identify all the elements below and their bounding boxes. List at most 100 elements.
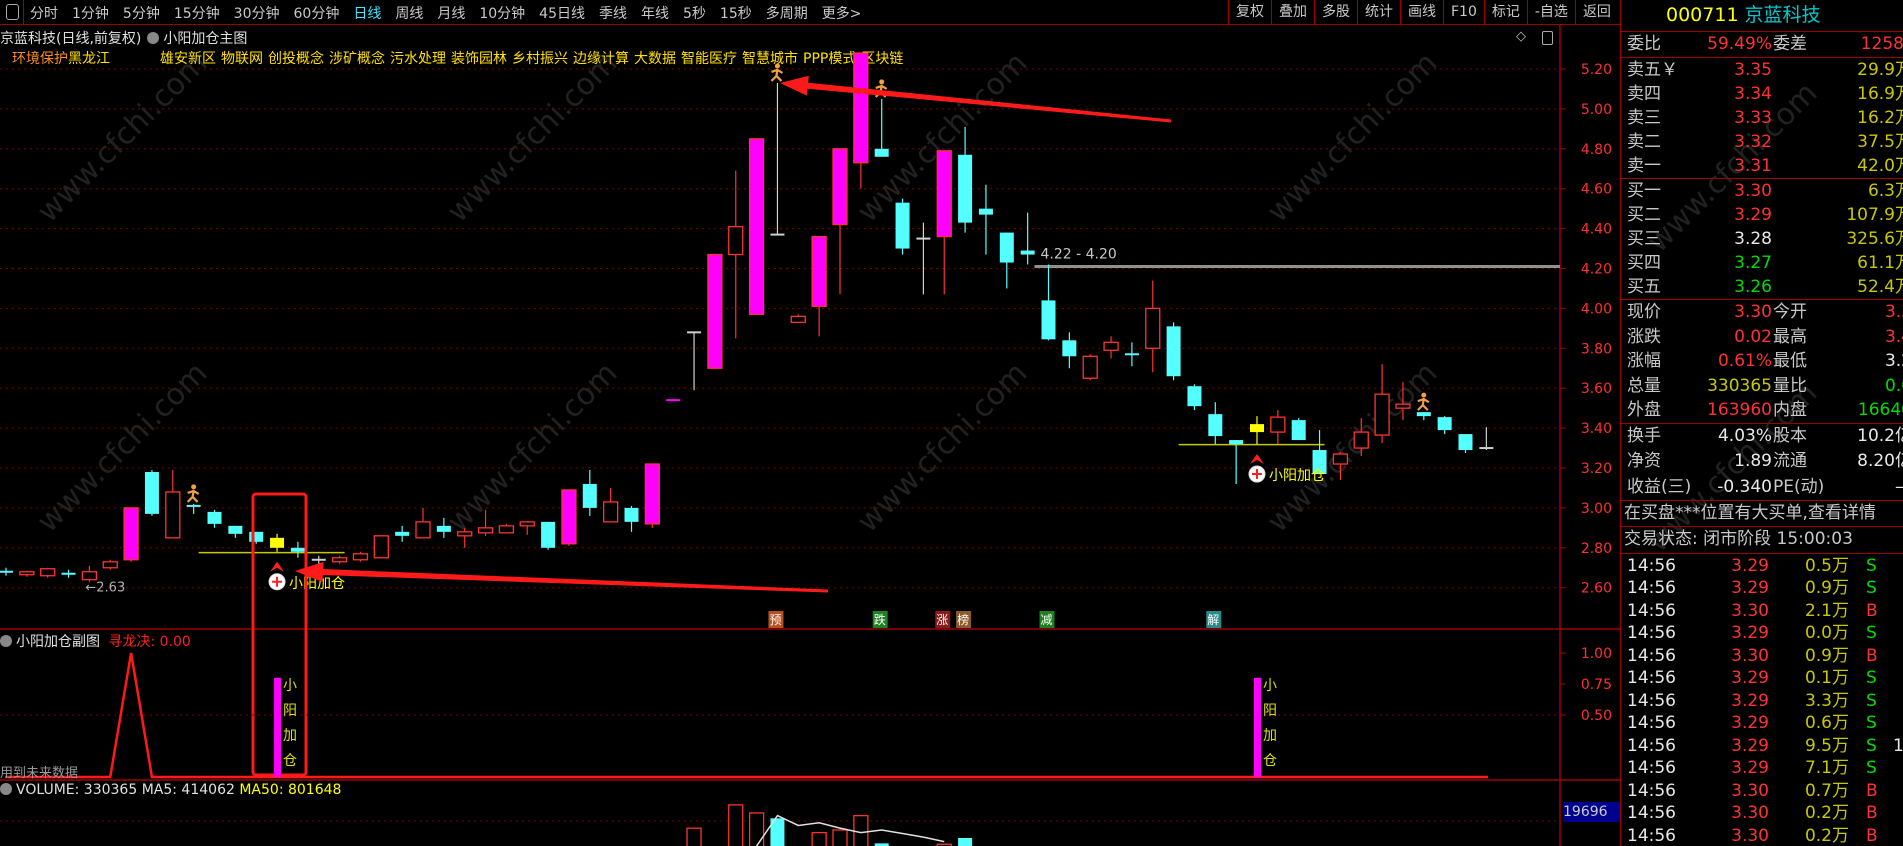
candle-body (1020, 250, 1035, 255)
period-tab[interactable]: 更多> (821, 6, 862, 22)
concept-tag[interactable]: 区块链 (861, 51, 904, 67)
signal-label: 小阳加仓 (289, 576, 345, 592)
period-tab[interactable]: 45日线 (539, 6, 585, 22)
diamond-icon[interactable]: ◇ (1516, 29, 1526, 44)
candle-body (1166, 326, 1181, 377)
period-tab[interactable]: 分时 (30, 6, 58, 22)
candle (895, 198, 910, 255)
stat-label: 量比 (1773, 375, 1807, 396)
concept-tag[interactable]: PPP模式 (803, 51, 857, 67)
concept-tag[interactable]: 乡村振兴 (512, 51, 568, 67)
quote-row: 卖四 3.34 16.9万 (1621, 82, 1903, 106)
period-tab[interactable]: 5秒 (682, 6, 706, 22)
toolbar-button[interactable]: 统计 (1357, 0, 1400, 24)
volume-ma50: MA50: 801648 (239, 782, 342, 798)
period-tab[interactable]: 15分钟 (173, 6, 220, 22)
concept-tag[interactable]: 边缘计算 (573, 51, 629, 67)
period-tab[interactable]: 1分钟 (72, 6, 109, 22)
toolbar-button[interactable]: 画线 (1400, 0, 1443, 24)
buy-price: 3.29 (1734, 205, 1772, 225)
concept-tag[interactable]: 智慧城市 (742, 51, 798, 67)
candle (1082, 354, 1098, 381)
period-tab[interactable]: 5分钟 (122, 6, 160, 22)
candle-body (1395, 403, 1411, 409)
stat-label: 最高 (1773, 326, 1807, 347)
period-tab[interactable]: 季线 (598, 6, 627, 22)
period-tab[interactable]: 月线 (437, 6, 466, 22)
panel-toggle-icon[interactable] (1542, 31, 1553, 45)
concept-tag[interactable]: 雄安新区 (160, 51, 216, 67)
candle-body (624, 507, 639, 522)
period-tab[interactable]: 周线 (395, 6, 424, 22)
concept-tag[interactable]: 创投概念 (268, 51, 324, 67)
concept-tag[interactable]: 智能医疗 (681, 51, 737, 67)
event-badge: 预 (768, 611, 784, 628)
candle (1270, 410, 1286, 445)
notice-row[interactable]: 在买盘***位置有大买单,查看详情 (1621, 501, 1903, 527)
period-tab[interactable]: 日线 (353, 6, 382, 22)
candle-body (270, 537, 285, 548)
toolbar-button[interactable]: 返回 (1574, 0, 1618, 24)
volume-bar (748, 812, 765, 846)
stat-value: 0.61% (1717, 351, 1772, 372)
toolbar-button[interactable]: 叠加 (1271, 0, 1314, 24)
trade-price: 3.30 (1731, 825, 1769, 846)
badge-bg (1039, 611, 1055, 628)
volume-dropdown-icon[interactable] (0, 783, 12, 795)
tag-region[interactable]: 黑龙江 (68, 51, 110, 67)
stat-value: 3.3 (1884, 302, 1903, 322)
runner-body (186, 489, 200, 503)
weicha-label: 委差 (1773, 34, 1807, 54)
trade-side: B (1866, 803, 1878, 824)
concept-tag[interactable]: 物联网 (221, 51, 263, 67)
chart-title: 京蓝科技(日线,前复权) (0, 31, 142, 47)
quote-row: 买四 3.27 61.1万 (1621, 251, 1903, 275)
tick-trades-list[interactable]: 14:56 3.29 0.5万 S 14:56 3.29 0.9万 S 14:56 3.30 2.1… (1621, 554, 1903, 846)
toolbar-button[interactable]: 多股 (1314, 0, 1357, 24)
trade-time: 14:56 (1627, 803, 1676, 824)
price-tick-label: 4.80 (1581, 142, 1612, 158)
sub-indicator-value: 寻龙决: 0.00 (108, 634, 191, 650)
period-tab[interactable]: 多周期 (765, 6, 808, 22)
candle-body (958, 154, 973, 223)
trade-count: 1 (1893, 735, 1903, 756)
stat-label: 换手 (1627, 425, 1661, 446)
period-tab[interactable]: 年线 (640, 6, 669, 22)
period-tab[interactable]: 30分钟 (233, 6, 280, 22)
candle (270, 533, 285, 552)
candle-body (290, 547, 305, 552)
concept-tag[interactable]: 污水处理 (390, 51, 446, 67)
kline-chart[interactable]: 5.20 5.00 4.80 4.60 4.40 4.20 4.00 3.80 3.60 3.40… (0, 0, 1620, 846)
trade-price: 3.29 (1731, 668, 1769, 689)
signal-bar-char: 小 (1263, 678, 1277, 694)
main-indicator-name[interactable]: 小阳加仓主图 (163, 31, 248, 47)
sub-indicator-dropdown-icon[interactable] (0, 635, 12, 647)
trade-time: 14:56 (1627, 713, 1676, 734)
sell-price: 3.34 (1734, 84, 1772, 104)
period-tab[interactable]: 60分钟 (293, 6, 340, 22)
stat-label: 现价 (1627, 302, 1661, 322)
trade-row: 14:56 3.30 0.7万 B (1621, 780, 1903, 803)
concept-tag[interactable]: 涉矿概念 (329, 51, 385, 67)
big-order-notice[interactable]: 在买盘***位置有大买单,查看详情 (1624, 502, 1876, 523)
toolbar-button[interactable]: 标记 (1483, 0, 1527, 24)
candle (1332, 452, 1349, 480)
candle (811, 235, 827, 337)
toolbar-button[interactable]: -自选 (1526, 0, 1575, 24)
toolbar-button[interactable]: 复权 (1228, 0, 1271, 24)
quote-row: 涨幅 0.61%最低 3.2 (1621, 349, 1903, 374)
candle (770, 82, 785, 236)
trade-row: 14:56 3.29 0.1万 S (1621, 667, 1903, 690)
period-tab[interactable]: 10分钟 (479, 6, 526, 22)
tag-industry[interactable]: 环境保护 (12, 51, 68, 67)
concept-tag[interactable]: 大数据 (634, 51, 676, 67)
toolbar-button[interactable]: F10 (1443, 0, 1484, 24)
buy-level-label: 买三 (1627, 229, 1661, 249)
indicator-dropdown-icon[interactable] (147, 32, 160, 44)
runner-icon (186, 484, 200, 503)
layout-toggle-icon[interactable] (6, 4, 19, 20)
sub-indicator-name[interactable]: 小阳加仓副图 (16, 634, 100, 650)
badge-bg (1206, 611, 1222, 628)
period-tab[interactable]: 15秒 (719, 6, 752, 22)
concept-tag[interactable]: 装饰园林 (451, 51, 507, 67)
